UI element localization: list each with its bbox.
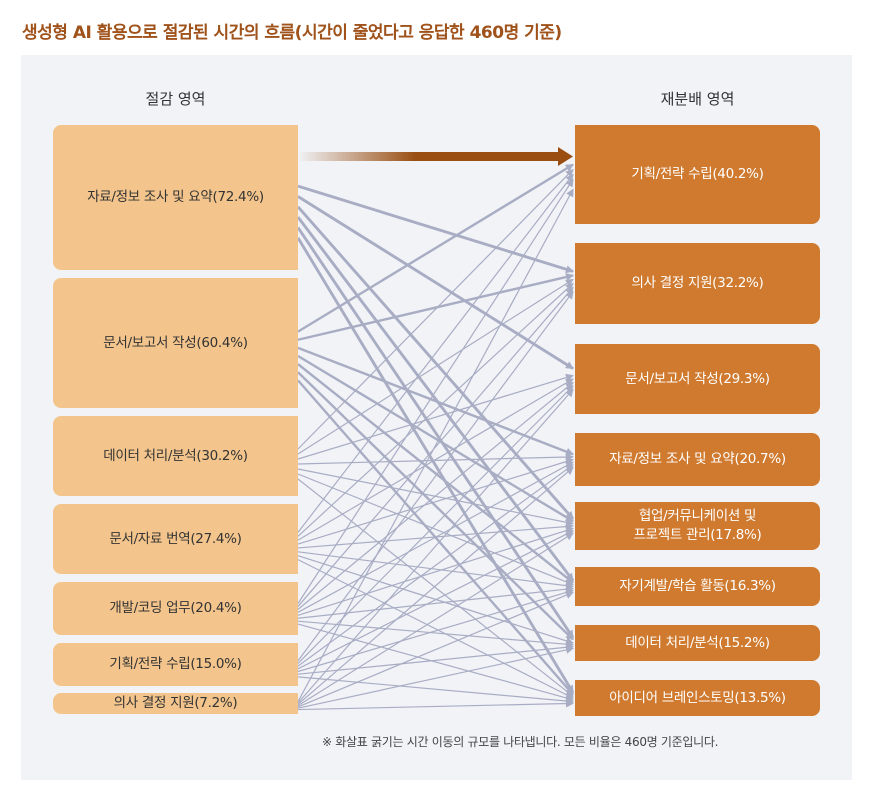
flow-link: [297, 645, 574, 709]
target-node: 협업/커뮤니케이션 및 프로젝트 관리(17.8%): [575, 502, 820, 550]
flow-link: [296, 216, 575, 582]
flow-link: [297, 620, 574, 649]
flow-link: [297, 373, 574, 460]
target-node: 자료/정보 조사 및 요약(20.7%): [575, 433, 820, 486]
flow-link: [296, 237, 575, 694]
source-node: 개발/코딩 업무(20.4%): [53, 582, 298, 635]
flow-link: [297, 591, 574, 708]
flow-link: [296, 205, 575, 520]
box-label: 자료/정보 조사 및 요약(72.4%): [87, 189, 264, 205]
flow-link: [297, 273, 574, 341]
source-node: 문서/자료 번역(27.4%): [53, 504, 298, 574]
flow-link: [297, 378, 574, 541]
box-label: 아이디어 브레인스토밍(13.5%): [609, 689, 786, 706]
target-node: 의사 결정 지원(32.2%): [575, 243, 820, 324]
box-label: 개발/코딩 업무(20.4%): [109, 600, 242, 616]
target-node: 문서/보고서 작성(29.3%): [575, 344, 820, 414]
target-node: 데이터 처리/분석(15.2%): [575, 625, 820, 661]
flow-link: [297, 473, 574, 586]
flow-link: [297, 551, 574, 590]
source-node: 데이터 처리/분석(30.2%): [53, 416, 298, 496]
box-label: 기획/전략 수립(40.2%): [631, 166, 764, 182]
flow-link: [297, 278, 574, 455]
flow-link: [297, 453, 574, 465]
target-node: 기획/전략 수립(40.2%): [575, 125, 820, 224]
flow-link: [297, 388, 574, 704]
box-label: 자료/정보 조사 및 요약(20.7%): [609, 451, 786, 467]
flow-link: [297, 623, 574, 702]
flow-link: [297, 588, 574, 673]
box-label: 문서/보고서 작성(60.4%): [103, 334, 248, 351]
box-label: 데이터 처리/분석(15.2%): [625, 634, 770, 651]
flow-link: [296, 226, 575, 639]
flow-link: [297, 195, 574, 370]
box-label: 협업/커뮤니케이션 및 프로젝트 관리(17.8%): [633, 508, 762, 543]
box-label: 의사 결정 지원(32.2%): [631, 275, 764, 291]
flow-link: [297, 286, 574, 607]
source-node: 기획/전략 수립(15.0%): [53, 643, 298, 686]
flow-link: [297, 526, 574, 616]
flow-link: [297, 371, 574, 641]
box-label: 의사 결정 지원(7.2%): [113, 695, 238, 711]
flow-link: [297, 478, 574, 697]
flow-link: [297, 282, 574, 537]
source-node: 문서/보고서 작성(60.4%): [53, 278, 298, 408]
flow-link: [297, 168, 574, 450]
flow-link: [297, 381, 574, 610]
flow-link: [297, 464, 574, 667]
flow-link: [297, 466, 574, 705]
left-header: 절감 영역: [145, 90, 206, 108]
flow-link: [297, 163, 574, 333]
box-label: 자기계발/학습 활동(16.3%): [619, 578, 776, 594]
source-node: 의사 결정 지원(7.2%): [53, 693, 298, 714]
flow-link: [297, 532, 574, 707]
flow-link: [297, 699, 574, 711]
right-header: 재분배 영역: [660, 90, 735, 108]
flow-link: [297, 184, 574, 274]
flow-link: [297, 643, 574, 675]
flow-link: [297, 457, 574, 545]
highlight-flow-arrow: [298, 147, 573, 166]
flow-link: [297, 461, 574, 613]
flow-link: [297, 354, 574, 523]
flow-link: [297, 676, 574, 705]
box-label: 문서/자료 번역(27.4%): [109, 530, 242, 547]
flow-link: [297, 346, 574, 456]
flow-link: [297, 173, 574, 533]
flow-link: [297, 363, 574, 584]
flow-link: [297, 188, 574, 702]
flow-link: [297, 178, 574, 604]
flow-link: [297, 585, 574, 619]
diagram-title: 생성형 AI 활용으로 절감된 시간의 흐름(시간이 줄었다고 응답한 460명…: [22, 23, 562, 43]
box-label: 기획/전략 수립(15.0%): [109, 656, 242, 672]
flow-link: [297, 559, 574, 699]
flow-link: [297, 290, 574, 662]
footnote: ※ 화살표 굵기는 시간 이동의 규모를 나타냅니다. 모든 비율은 460명 …: [322, 735, 719, 749]
target-node: 아이디어 브레인스토밍(13.5%): [575, 680, 820, 716]
target-node: 자기계발/학습 활동(16.3%): [575, 567, 820, 606]
box-label: 데이터 처리/분석(30.2%): [103, 447, 248, 464]
box-label: 문서/보고서 작성(29.3%): [625, 370, 770, 387]
source-node: 자료/정보 조사 및 요약(72.4%): [53, 125, 298, 270]
flow-link: [297, 530, 574, 670]
